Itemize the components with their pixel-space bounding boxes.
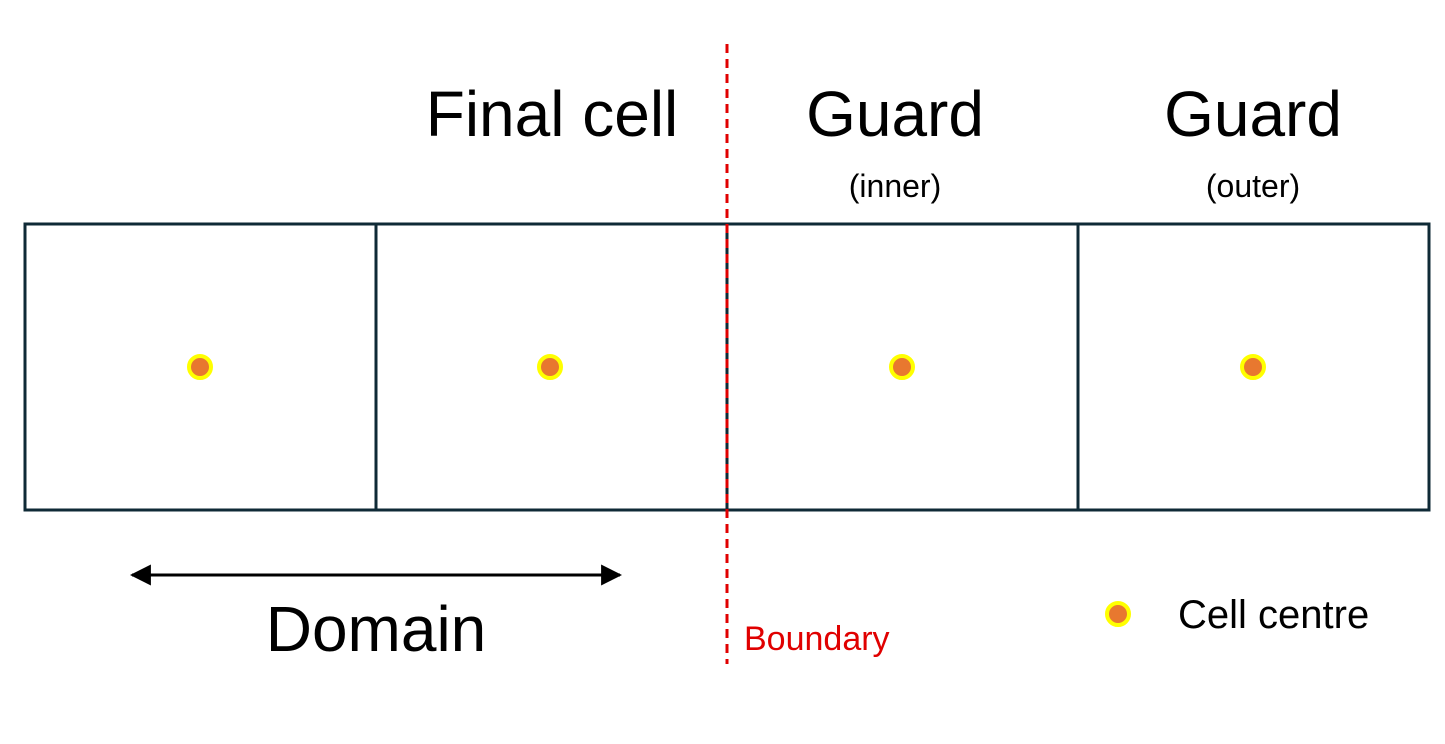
legend-dot-icon [1105, 601, 1131, 627]
cell-centre-dot-icon [889, 354, 915, 380]
domain-label: Domain [266, 593, 487, 665]
guard-outer-title: Guard [1164, 78, 1342, 150]
legend-cell-centre-label: Cell centre [1178, 593, 1369, 637]
cell-centre-dot-icon [187, 354, 213, 380]
guard-inner-title: Guard [806, 78, 984, 150]
guard-inner-subtitle: (inner) [849, 168, 941, 204]
legend: Cell centre [1105, 593, 1369, 637]
cell-guard-outer [1076, 222, 1431, 512]
cells-row [23, 222, 1431, 512]
boundary-label: Boundary [744, 620, 890, 658]
guard-outer-subtitle: (outer) [1206, 168, 1300, 204]
final-cell-label: Final cell [426, 78, 679, 150]
cell-centre-dot-icon [537, 354, 563, 380]
cell-centre-dot-icon [1240, 354, 1266, 380]
